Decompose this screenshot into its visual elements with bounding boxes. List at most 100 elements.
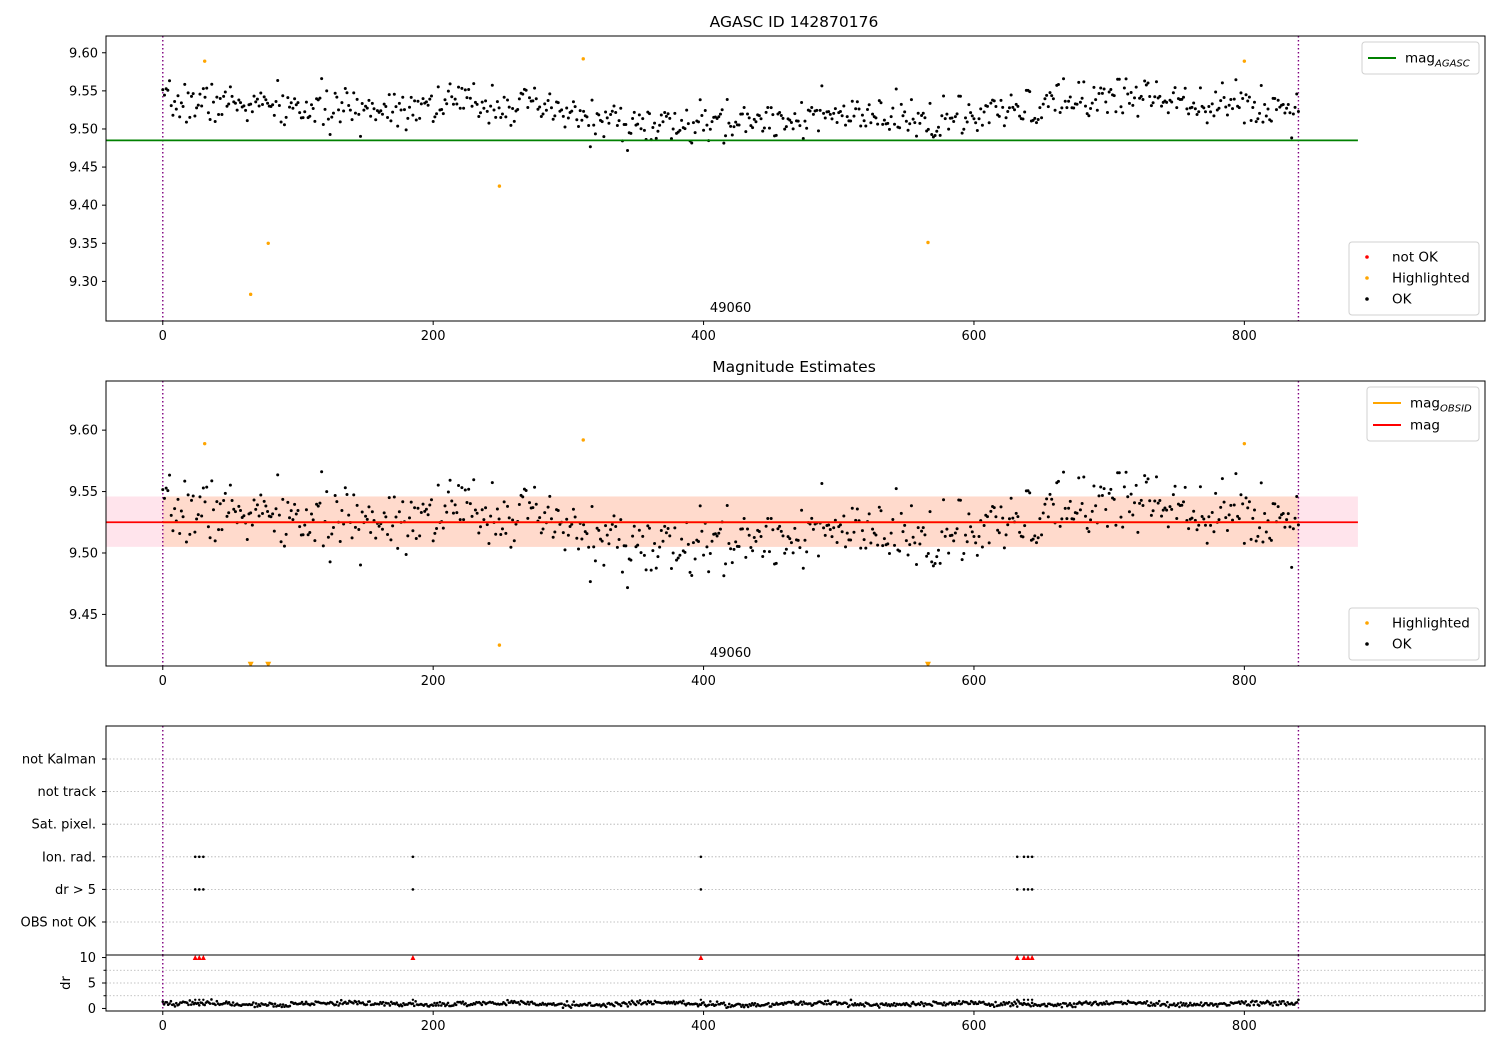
ok-point — [940, 114, 944, 118]
ok-point — [453, 97, 457, 101]
ok-point — [977, 535, 981, 539]
dr-point — [189, 1003, 193, 1006]
dr-axis-label: dr — [59, 976, 74, 990]
ok-point — [727, 542, 731, 546]
dr-point — [891, 1003, 895, 1007]
dr-point — [849, 998, 853, 1002]
ok-point — [636, 543, 640, 547]
ok-point — [1051, 502, 1055, 506]
ok-point — [281, 497, 285, 501]
dr-point — [857, 1003, 861, 1007]
ok-point — [171, 529, 175, 533]
ok-point — [414, 118, 418, 122]
ok-point — [413, 99, 417, 103]
dr-point — [511, 1001, 515, 1005]
ok-point — [664, 114, 668, 118]
dr-point — [702, 1001, 705, 1004]
ok-point — [1011, 105, 1015, 109]
ok-point — [1082, 475, 1086, 479]
ok-point — [289, 101, 293, 105]
ok-point — [975, 128, 979, 132]
ok-point — [504, 115, 508, 119]
ok-point — [1182, 500, 1186, 504]
ok-point — [604, 524, 608, 528]
ok-point — [161, 488, 165, 492]
ok-point — [565, 517, 569, 521]
ok-point — [352, 493, 356, 497]
dr-point — [1074, 1005, 1077, 1009]
legend-marker-swatch — [1365, 642, 1369, 646]
dr-point — [769, 1005, 773, 1008]
dr-point — [753, 1002, 757, 1005]
dr-point — [1026, 998, 1030, 1001]
ok-point — [1160, 514, 1164, 518]
ok-point — [980, 123, 984, 127]
ok-point — [781, 116, 785, 120]
dr-point — [1278, 1000, 1281, 1003]
ok-point — [242, 104, 246, 108]
y-tick-label: 9.45 — [69, 608, 98, 623]
ok-point — [727, 121, 731, 125]
ok-point — [619, 106, 623, 110]
ok-point — [678, 553, 682, 557]
dr-point — [941, 1003, 945, 1007]
ok-point — [473, 100, 477, 104]
ok-point — [698, 504, 702, 508]
ok-point — [671, 551, 675, 555]
ok-point — [876, 122, 880, 126]
ok-point — [854, 518, 858, 522]
ok-point — [380, 112, 384, 116]
ok-point — [908, 543, 912, 547]
x-tick-label: 200 — [421, 674, 446, 689]
flag-point — [193, 888, 197, 891]
ok-point — [1264, 114, 1268, 118]
ok-point — [222, 94, 226, 98]
ok-point — [1141, 504, 1145, 508]
ok-point — [663, 524, 667, 528]
ok-point — [1276, 505, 1280, 509]
ok-point — [188, 115, 192, 119]
dr-point — [300, 1000, 304, 1004]
ok-point — [232, 507, 236, 511]
ok-point — [734, 540, 738, 544]
dr-point — [173, 1005, 177, 1008]
ok-point — [767, 126, 771, 130]
ok-point — [1056, 83, 1060, 87]
ok-point — [504, 531, 508, 535]
ok-point — [556, 101, 560, 105]
ok-point — [521, 92, 525, 96]
ok-point — [958, 94, 962, 98]
dr-point — [352, 1002, 355, 1005]
dr-clipped-marker — [200, 955, 206, 961]
ok-point — [1247, 95, 1251, 99]
ok-point — [1034, 541, 1038, 545]
ok-point — [470, 104, 474, 108]
ok-point — [269, 515, 273, 519]
ok-point — [820, 84, 824, 88]
ok-point — [255, 97, 259, 101]
dr-point — [792, 1000, 796, 1004]
ok-point — [1095, 108, 1099, 112]
ok-point — [659, 113, 663, 117]
ok-point — [641, 534, 645, 538]
ok-point — [1212, 114, 1216, 118]
ok-point — [233, 510, 237, 514]
dr-point — [1030, 998, 1034, 1001]
ok-point — [979, 107, 983, 111]
ok-point — [691, 121, 695, 125]
dr-point — [168, 1002, 171, 1005]
ok-point — [972, 117, 976, 121]
ok-point — [854, 107, 858, 111]
dr-point — [1148, 1004, 1152, 1008]
ok-point — [801, 136, 805, 140]
ok-point — [526, 516, 530, 520]
ok-point — [255, 503, 259, 507]
ok-point — [183, 479, 187, 483]
ok-point — [1002, 546, 1006, 550]
ok-point — [690, 574, 694, 578]
ok-point — [441, 526, 445, 530]
ok-point — [600, 120, 604, 124]
y-tick-label: 9.50 — [69, 122, 98, 137]
dr-point — [888, 1004, 892, 1008]
ok-point — [311, 106, 315, 110]
